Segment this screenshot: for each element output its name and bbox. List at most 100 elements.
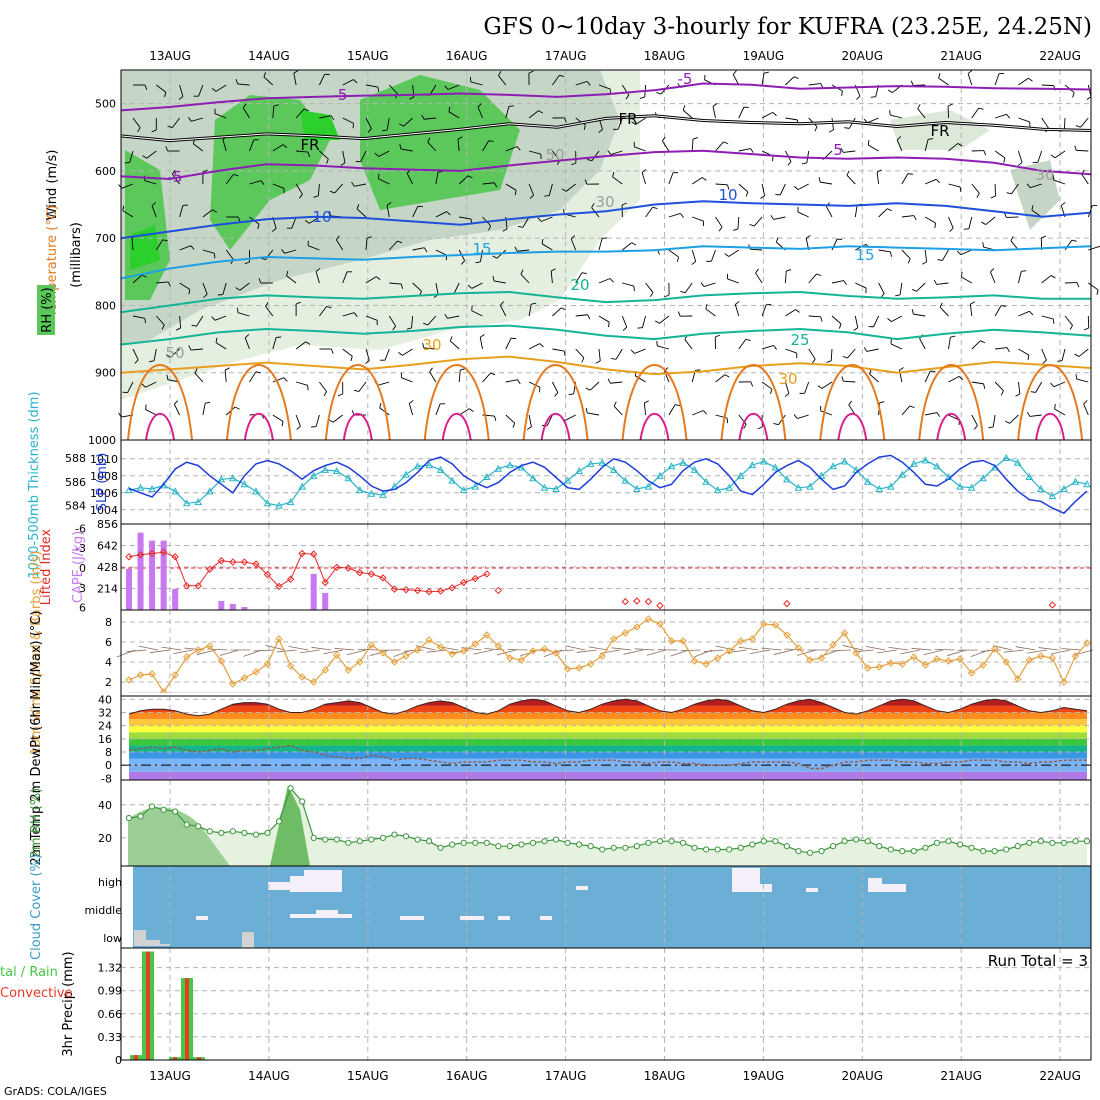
wind10m-barb [830, 649, 851, 652]
contour-label: 20 [570, 276, 589, 294]
wind-barb-flag [631, 121, 636, 125]
cloud-block [576, 886, 588, 890]
wind10m-marker [990, 645, 999, 653]
wind-barb-flag [244, 334, 250, 339]
wind-barb [429, 371, 437, 383]
lifted-marker [252, 560, 260, 568]
wind-barb [412, 247, 425, 251]
wind10m-marker [598, 652, 606, 660]
ylabel-rh2m: 2m RH (%) [29, 788, 44, 859]
contour-15 [120, 245, 1092, 280]
lifted-marker [171, 553, 179, 561]
wind-barb [319, 150, 329, 160]
wind10m-marker [910, 653, 918, 661]
wind-barb-flag [162, 239, 168, 242]
wind-barb [401, 377, 413, 383]
wind-barb [784, 270, 787, 284]
wind-barb [797, 183, 809, 191]
wind10m-marker [621, 629, 630, 637]
wind-barb-flag [816, 273, 822, 277]
thickness-marker [979, 474, 987, 482]
lifted-marker [448, 584, 456, 592]
wind-barb-flag [531, 302, 537, 305]
wind-barb-flag [528, 70, 534, 74]
wind-barb-flag [1000, 390, 1004, 396]
wind10m-barb [473, 649, 493, 655]
wind-barb-flag [494, 415, 497, 421]
wind-barb-flag [526, 426, 532, 430]
wind-barb-flag [234, 406, 240, 410]
rh-area-90a [300, 110, 340, 140]
wind-barb-flag [282, 144, 288, 148]
wind-barb [901, 173, 909, 185]
wind-barb-flag [191, 324, 197, 327]
wind-barb-flag [386, 202, 392, 206]
thickness-marker [656, 471, 664, 479]
wind-barb-flag [1027, 354, 1030, 361]
rh2m-marker [945, 838, 952, 845]
wind-barb [242, 107, 250, 119]
wind-barb [295, 183, 303, 195]
cloud-level-label: low [103, 932, 122, 945]
wind-barb [925, 178, 937, 185]
wind-barb [365, 84, 378, 88]
wind-barb-flag [917, 104, 921, 109]
wind-barb [505, 183, 517, 191]
precip-conv-bar [173, 1057, 177, 1060]
wind10m-marker [887, 659, 895, 667]
wind10m-marker [229, 680, 237, 688]
wind-barb [1018, 348, 1030, 356]
thickness-marker [356, 486, 364, 494]
wind-barb [196, 315, 204, 327]
wind-barb-flag [164, 92, 167, 98]
thickness-marker [482, 472, 491, 481]
wind-barb [377, 381, 390, 386]
wind-barb [215, 84, 227, 92]
wind-barb-flag [712, 103, 718, 107]
wind-barb-flag [1001, 305, 1007, 307]
temperature-contours [120, 82, 1092, 441]
wind-barb-flag [1075, 125, 1081, 128]
wind-barb [249, 371, 257, 383]
dewpoint-line [128, 744, 1087, 770]
wind10m-barb [670, 649, 690, 657]
wind10m-barb [980, 649, 1001, 652]
thickness-marker [494, 464, 503, 472]
cloud-block [806, 888, 818, 892]
lifted-marker [436, 587, 445, 595]
date-label-bottom: 15AUG [347, 1069, 389, 1083]
wind-barb-flag [896, 136, 902, 141]
wind10m-barb [1027, 649, 1047, 654]
wind-barb-flag [1054, 403, 1056, 410]
lifted-marker [206, 565, 214, 574]
wind10m-marker [817, 654, 826, 662]
wind-barb [617, 117, 623, 130]
wind-barb [272, 377, 285, 383]
wind-barb-flag [307, 151, 310, 157]
wind-barb-flag [990, 195, 996, 199]
wind10m-marker [344, 666, 353, 674]
wind-barb-flag [763, 71, 769, 74]
wind-barb-flag [488, 225, 492, 231]
wind-barb [365, 348, 370, 361]
wind-barb-flag [1029, 310, 1034, 316]
wind-barb [365, 276, 377, 284]
wind-barb [528, 110, 539, 119]
wind-barb [482, 140, 490, 152]
thickness-marker [621, 476, 630, 484]
wind-barb-flag [1010, 236, 1014, 241]
wind-barb [705, 308, 716, 317]
wind-barb-flag [563, 117, 567, 123]
wind-barb-flag [772, 112, 777, 116]
wind-barb [342, 312, 355, 317]
wind-barb-flag [141, 274, 147, 278]
wind-barb-flag [328, 211, 332, 217]
wind-barb-flag [165, 146, 169, 152]
wind-barb-flag [639, 96, 645, 99]
wind-barb [831, 280, 844, 284]
wind-barb-flag [477, 103, 482, 108]
wind-barb-flag [890, 251, 892, 257]
rh2m-marker [980, 848, 987, 855]
wind-barb-flag [976, 193, 980, 198]
wind10m-marker [194, 646, 202, 654]
